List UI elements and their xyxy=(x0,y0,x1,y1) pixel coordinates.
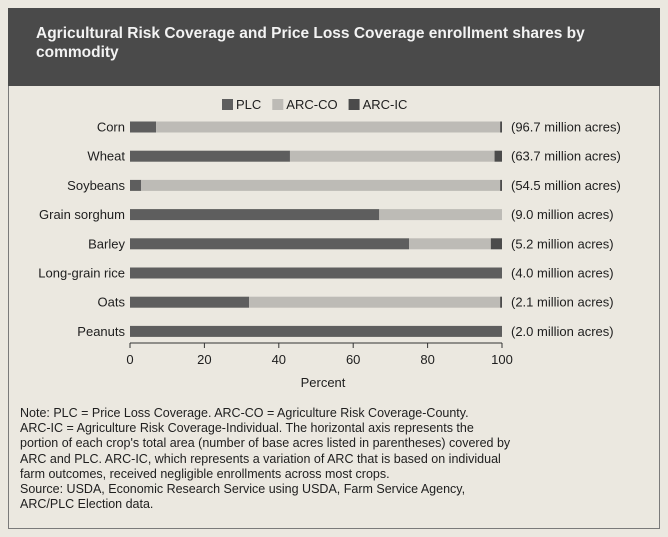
bar-corn-arc-ic xyxy=(500,121,502,133)
legend-label-plc: PLC xyxy=(236,97,261,112)
bar-wheat-plc xyxy=(130,150,290,162)
note-line: ARC and PLC. ARC-IC, which represents a … xyxy=(20,451,501,466)
note-line: Source: USDA, Economic Research Service … xyxy=(20,482,466,497)
chart-frame xyxy=(8,86,660,529)
x-axis-label: Percent xyxy=(301,375,346,390)
bar-grain-sorghum-plc xyxy=(130,209,380,221)
x-tick-label: 0 xyxy=(126,352,133,367)
acreage-label: (5.2 million acres) xyxy=(511,236,614,251)
legend: PLC ARC-CO ARC-IC xyxy=(222,97,407,112)
acreage-label: (2.0 million acres) xyxy=(511,324,614,339)
category-label: Barley xyxy=(88,236,125,251)
chart: PLC ARC-CO ARC-IC Corn Wheat Soybeans Grain s… xyxy=(38,97,621,390)
acreage-label: (4.0 million acres) xyxy=(511,266,614,281)
chart-title: Agricultural Risk Coverage and Price Los… xyxy=(36,25,585,61)
category-label: Long-grain rice xyxy=(38,266,125,281)
acreage-label: (2.1 million acres) xyxy=(511,295,614,310)
legend-swatch-arc-ic xyxy=(348,99,360,110)
figure-header: Agricultural Risk Coverage and Price Los… xyxy=(8,8,660,86)
bar-wheat-arc-ic xyxy=(494,150,502,162)
legend-label-arc-co: ARC-CO xyxy=(286,97,337,112)
bar-corn-plc xyxy=(130,121,157,133)
x-tick-label: 40 xyxy=(272,352,286,367)
bar-soybeans-plc xyxy=(130,179,142,191)
note-line: ARC/PLC Election data. xyxy=(20,497,154,512)
bar-peanuts-plc xyxy=(130,325,502,337)
acreage-label: (54.5 million acres) xyxy=(511,178,621,193)
bar-corn-arc-co xyxy=(156,121,501,133)
category-label: Soybeans xyxy=(67,178,125,193)
note-line: Note: PLC = Price Loss Coverage. ARC-CO … xyxy=(20,406,469,420)
note-line: portion of each crop's total area (numbe… xyxy=(20,436,511,451)
category-label: Corn xyxy=(97,120,125,135)
x-tick-label: 20 xyxy=(197,352,211,367)
acreage-labels: (96.7 million acres) (63.7 million acres)… xyxy=(511,120,621,339)
bar-soybeans-arc-co xyxy=(141,179,501,191)
note: Note: PLC = Price Loss Coverage. ARC-CO … xyxy=(20,406,650,512)
acreage-label: (63.7 million acres) xyxy=(511,149,621,164)
category-label: Grain sorghum xyxy=(39,207,125,222)
x-axis: 0 20 40 60 80 100 Percent xyxy=(126,342,513,390)
legend-swatch-plc xyxy=(222,99,233,110)
acreage-label: (96.7 million acres) xyxy=(511,120,621,135)
bars xyxy=(130,121,502,337)
bar-oats-plc xyxy=(130,296,250,308)
bar-long-grain-rice-plc xyxy=(130,267,502,279)
bar-grain-sorghum-arc-co xyxy=(379,209,502,221)
acreage-label: (9.0 million acres) xyxy=(511,207,614,222)
bar-barley-arc-ic xyxy=(490,238,502,250)
note-line: ARC-IC = Agriculture Risk Coverage-Indiv… xyxy=(20,421,474,436)
legend-label-arc-ic: ARC-IC xyxy=(363,97,408,112)
bar-oats-arc-ic xyxy=(500,296,502,308)
x-tick-label: 100 xyxy=(491,352,513,367)
category-label: Peanuts xyxy=(77,324,125,339)
bar-wheat-arc-co xyxy=(289,150,495,162)
x-tick-label: 80 xyxy=(420,352,434,367)
bar-oats-arc-co xyxy=(249,296,501,308)
bar-barley-arc-co xyxy=(409,238,491,250)
bar-soybeans-arc-ic xyxy=(500,179,502,191)
category-labels: Corn Wheat Soybeans Grain sorghum Barley Long… xyxy=(38,120,125,339)
category-label: Wheat xyxy=(87,149,125,164)
note-line: farm outcomes, received negligible enrol… xyxy=(20,466,390,481)
x-tick-label: 60 xyxy=(346,352,360,367)
bar-barley-plc xyxy=(130,238,409,250)
category-label: Oats xyxy=(98,295,126,310)
legend-swatch-arc-co xyxy=(272,99,284,110)
